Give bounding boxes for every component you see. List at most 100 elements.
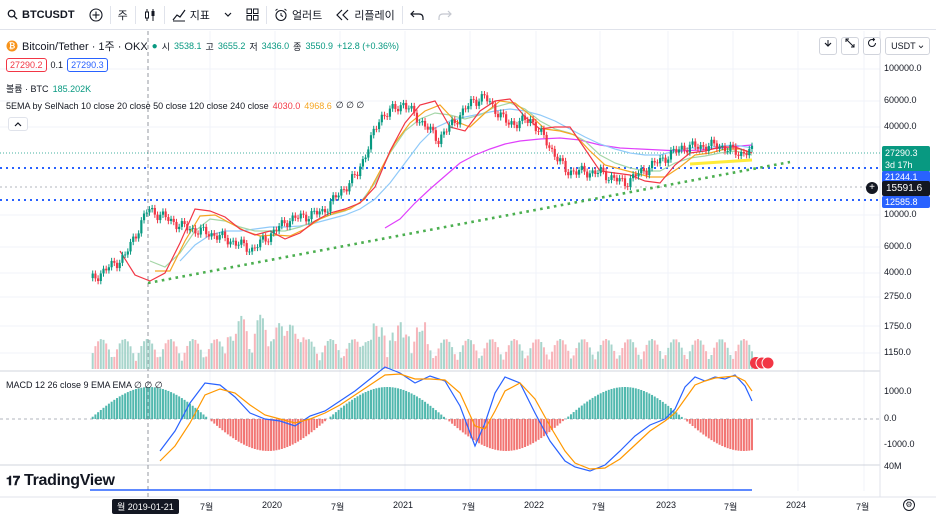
alert-button[interactable]: 얼러트	[267, 0, 329, 30]
macd-histogram-bar	[367, 390, 370, 419]
candle-body	[237, 244, 240, 246]
volume-bar	[486, 342, 489, 369]
volume-bar	[653, 340, 656, 369]
events-icon[interactable]	[750, 356, 775, 370]
divider	[163, 5, 165, 24]
candle-body	[218, 235, 221, 240]
volume-bar	[407, 336, 410, 369]
symbol-search[interactable]: BTCUSDT	[0, 0, 82, 30]
macd-histogram-bar	[313, 419, 316, 431]
macd-histogram-bar	[110, 401, 113, 419]
scroll-down-button[interactable]	[819, 37, 838, 55]
macd-histogram-bar	[361, 393, 364, 419]
ask-button[interactable]: 27290.3	[67, 58, 108, 72]
indicators-dropdown[interactable]	[217, 0, 239, 30]
candle-body	[696, 146, 700, 149]
macd-histogram-bar	[607, 389, 610, 419]
level-tag-1[interactable]: 21244.1	[882, 171, 930, 183]
macd-histogram-bar	[664, 403, 667, 419]
volume-bar	[615, 358, 618, 369]
macd-histogram-bar	[524, 419, 527, 448]
volume-bar	[183, 352, 186, 369]
volume-bar	[488, 339, 491, 369]
macd-histogram-bar	[253, 419, 256, 450]
candle-body	[464, 108, 467, 110]
macd-histogram-bar	[583, 403, 586, 419]
volume-bar	[456, 359, 459, 369]
candle-body	[153, 208, 156, 215]
currency-selector[interactable]: USDT	[885, 37, 930, 55]
compare-button[interactable]	[82, 0, 110, 30]
volume-bar	[475, 350, 478, 369]
level-tag-3[interactable]: 12585.8	[882, 196, 930, 208]
macd-histogram-bar	[491, 419, 494, 450]
volume-bar	[664, 355, 667, 369]
indicators-button[interactable]: 지표	[165, 0, 217, 30]
symbol-title[interactable]: Bitcoin/Tether · 1주 · OKX	[22, 41, 148, 53]
volume-bar	[513, 339, 516, 369]
volume-bar	[191, 339, 194, 369]
tradingview-logo[interactable]: 𝟏𝟕 TradingView	[6, 472, 115, 490]
highlight-line[interactable]	[689, 158, 753, 166]
candle-body	[618, 178, 621, 182]
chart-canvas[interactable]	[0, 31, 936, 528]
macd-histogram-bar	[532, 419, 535, 444]
volume-bar	[278, 323, 281, 369]
candle-body	[205, 226, 208, 235]
bid-button[interactable]: 27290.2	[6, 58, 47, 72]
chevron-down-icon	[224, 12, 232, 17]
macd-histogram-bar	[364, 392, 367, 419]
macd-histogram-bar	[429, 405, 432, 419]
ema-label[interactable]: 5EMA by SelNach 10 close 20 close 50 clo…	[6, 100, 269, 111]
volume-bar	[178, 353, 181, 369]
volume-axis-label: 40M	[884, 461, 902, 471]
candle-body	[318, 211, 321, 215]
macd-histogram-bar	[288, 419, 291, 446]
macd-histogram-bar	[267, 419, 270, 451]
candle-body	[429, 126, 432, 130]
macd-histogram-bar	[588, 399, 591, 419]
legend-collapse-button[interactable]	[8, 117, 28, 131]
reset-chart-button[interactable]	[863, 37, 882, 55]
replay-button[interactable]: 리플레이	[329, 0, 401, 30]
volume-bar	[748, 344, 751, 369]
volume-bar	[256, 320, 259, 369]
macd-histogram-bar	[137, 388, 140, 419]
trendline[interactable]	[147, 160, 791, 285]
candle-body	[445, 131, 448, 133]
volume-bar	[240, 315, 243, 369]
candle-body	[707, 145, 710, 152]
candle-body	[167, 217, 170, 221]
macd-histogram-bar	[180, 398, 183, 419]
volume-bar	[299, 342, 302, 369]
volume-bar	[491, 339, 494, 369]
volume-bar	[542, 347, 545, 369]
candle-body	[653, 160, 656, 163]
candle-body	[194, 227, 197, 234]
time-axis[interactable]: 7월 2020 7월 2021 7월 2022 7월 2023 7월 2024 …	[0, 497, 936, 528]
candle-body	[615, 177, 618, 182]
fullscreen-button[interactable]	[841, 37, 860, 55]
macd-histogram-bar	[234, 419, 237, 440]
candle-body	[259, 239, 262, 248]
layout-button[interactable]	[239, 0, 266, 30]
candle-body	[213, 233, 216, 236]
volume-bar	[186, 345, 189, 369]
settings-gear-icon[interactable]: ⚙	[903, 499, 915, 511]
candle-body	[491, 101, 494, 105]
volume-bar	[210, 343, 213, 369]
volume-bar	[356, 341, 359, 369]
macd-histogram-bar	[505, 419, 508, 451]
add-alert-plus-icon[interactable]: +	[866, 182, 878, 194]
price-axis-label: 1150.0	[884, 347, 911, 357]
macd-histogram-bar	[713, 419, 716, 442]
interval-button[interactable]: 주	[111, 0, 135, 30]
ema-120-line	[179, 108, 753, 262]
macd-label[interactable]: MACD 12 26 close 9 EMA EMA ∅ ∅ ∅	[6, 380, 163, 390]
redo-button[interactable]	[431, 0, 459, 30]
macd-histogram-bar	[215, 419, 218, 426]
undo-button[interactable]	[403, 0, 431, 30]
macd-histogram-bar	[310, 419, 313, 433]
chart-type-button[interactable]	[136, 0, 164, 30]
